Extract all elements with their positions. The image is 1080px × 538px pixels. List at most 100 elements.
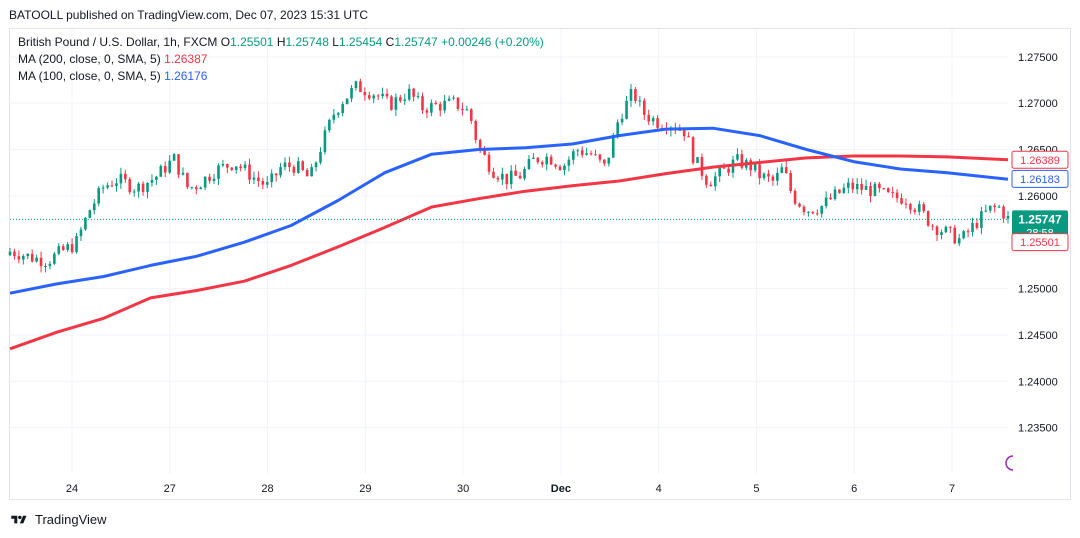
- tradingview-brand[interactable]: TradingView: [9, 512, 107, 527]
- candle-body: [580, 150, 584, 155]
- price-badge-text: 1.25747: [1018, 212, 1062, 226]
- x-tick-label: 7: [949, 483, 955, 495]
- candle-body: [314, 162, 318, 168]
- candle-body: [691, 137, 695, 163]
- candle-body: [758, 164, 761, 179]
- candle-body: [297, 161, 300, 173]
- candle-body: [217, 165, 220, 179]
- candle-body: [917, 204, 921, 212]
- y-tick-label: 1.23500: [1018, 423, 1058, 435]
- candle-body: [572, 151, 575, 160]
- candle-body: [381, 93, 384, 97]
- candle-body: [891, 192, 894, 194]
- y-tick-label: 1.26000: [1018, 191, 1058, 203]
- candle-body: [820, 205, 824, 214]
- candle-body: [124, 173, 127, 180]
- chart-pane[interactable]: [9, 28, 1071, 500]
- candle-body: [22, 255, 25, 260]
- candle-body: [137, 183, 140, 192]
- candle-body: [190, 187, 194, 189]
- candle-body: [469, 109, 473, 121]
- candle-body: [159, 165, 163, 177]
- candle-body: [780, 167, 784, 173]
- ma100-legend-row[interactable]: MA (100, close, 0, SMA, 5) 1.26176: [18, 68, 544, 85]
- ma100-badge-text: 1.26183: [1020, 174, 1060, 186]
- candle-body: [971, 222, 974, 232]
- x-tick-label: Dec: [551, 483, 571, 495]
- candle-body: [274, 173, 278, 176]
- candle-body: [567, 159, 571, 166]
- candle-body: [598, 154, 602, 160]
- candle-body: [292, 167, 296, 173]
- candle-body: [367, 95, 371, 99]
- candle-body: [811, 211, 815, 214]
- ma200-badge-text: 1.26389: [1020, 155, 1060, 167]
- candle-body: [456, 97, 460, 109]
- candle-body: [474, 120, 478, 140]
- close-value: 1.25747: [394, 35, 438, 49]
- candle-body: [576, 150, 580, 152]
- candle-body: [518, 175, 522, 179]
- candle-body: [230, 167, 234, 170]
- candle-body: [935, 226, 939, 236]
- candle-body: [203, 176, 207, 188]
- candle-body: [110, 185, 114, 187]
- candle-body: [842, 187, 846, 193]
- candle-body: [447, 98, 451, 101]
- candle-body: [252, 177, 256, 180]
- candle-body: [323, 130, 327, 153]
- symbol-name: British Pound / U.S. Dollar, 1h, FXCM: [18, 35, 218, 49]
- candle-body: [895, 192, 899, 199]
- candle-body: [944, 226, 948, 233]
- candle-body: [705, 175, 708, 185]
- candle-body: [132, 191, 136, 193]
- candle-body: [48, 263, 52, 267]
- candle-body: [390, 96, 393, 110]
- candle-body: [851, 182, 855, 190]
- candle-body: [354, 81, 358, 89]
- candle-body: [119, 173, 123, 184]
- candle-body: [869, 186, 872, 196]
- candle-body: [536, 157, 540, 163]
- x-tick-label: 24: [66, 483, 78, 495]
- candle-body: [532, 157, 535, 160]
- candle-body: [128, 179, 132, 193]
- open-badge-box: [1011, 233, 1069, 252]
- candle-body: [465, 109, 469, 111]
- candle-body: [682, 129, 686, 137]
- ma200-legend-row[interactable]: MA (200, close, 0, SMA, 5) 1.26387: [18, 51, 544, 68]
- candle-body: [155, 176, 158, 180]
- candle-body: [146, 182, 149, 192]
- candle-body: [336, 113, 340, 115]
- low-label: L: [332, 35, 339, 49]
- ma200-badge-box: [1011, 150, 1069, 169]
- candle-body: [625, 100, 628, 119]
- candle-body: [993, 205, 996, 207]
- candle-body: [727, 168, 730, 173]
- candle-body: [802, 206, 806, 213]
- candle-body: [234, 166, 238, 170]
- candle-body: [904, 203, 908, 205]
- candle-body: [713, 176, 717, 187]
- candle-body: [452, 97, 455, 99]
- candle-body: [607, 157, 611, 164]
- candle-body: [900, 198, 903, 204]
- candle-body: [563, 165, 566, 171]
- candle-body: [589, 153, 593, 155]
- x-tick-label: 30: [457, 483, 469, 495]
- candle-body: [57, 246, 61, 254]
- candle-body: [492, 171, 495, 178]
- candle-body: [208, 176, 211, 181]
- candle-body: [718, 167, 721, 177]
- change-value: +0.00246 (+0.20%): [441, 35, 544, 49]
- candle-body: [283, 162, 287, 168]
- candle-body: [434, 102, 438, 105]
- candle-body: [181, 172, 185, 175]
- candle-body: [75, 236, 78, 253]
- candle-body: [505, 173, 509, 185]
- candle-body: [585, 153, 588, 155]
- chart-legend: British Pound / U.S. Dollar, 1h, FXCM O1…: [18, 34, 544, 85]
- candle-body: [949, 226, 952, 228]
- ma100-value: 1.26176: [164, 69, 208, 83]
